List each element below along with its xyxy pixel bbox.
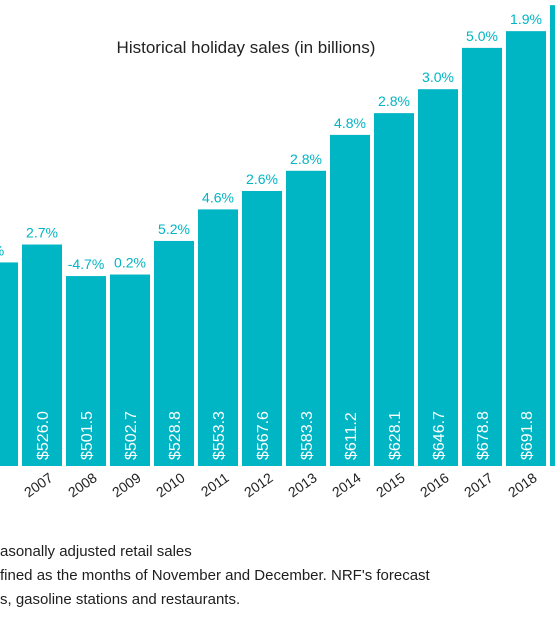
chart-title: Historical holiday sales (in billions) <box>116 38 376 57</box>
growth-label: 2.6% <box>246 171 278 187</box>
bar-value-label: $526.0 <box>35 411 52 460</box>
x-tick-label: 2015 <box>373 469 408 500</box>
growth-label: 4.6% <box>202 189 234 205</box>
x-tick-label: 2011 <box>198 469 232 499</box>
footnotes: asonally adjusted retail sales fined as … <box>0 540 555 612</box>
x-tick-labels: 2007 2008 2009 2010 2011 2012 2013 2014 2015 2016… <box>21 469 540 500</box>
footnote-line-1: asonally adjusted retail sales <box>0 543 192 560</box>
x-tick-label: 2014 <box>329 469 364 500</box>
growth-label: 0.2% <box>114 255 146 271</box>
growth-label: 1.9% <box>510 11 542 27</box>
bar-value-label: $678.8 <box>475 411 492 460</box>
x-tick-label: 2012 <box>241 469 276 500</box>
x-tick-label: 2018 <box>505 469 540 500</box>
bar-value-label: $567.6 <box>255 411 272 460</box>
bar-2010 <box>154 240 194 466</box>
bar-2013 <box>286 170 326 466</box>
bar-value-label: $528.8 <box>167 411 184 460</box>
x-tick-label: 2009 <box>109 469 144 500</box>
bar-2019 <box>550 5 555 466</box>
bar-value-label: $611.2 <box>343 412 360 460</box>
footnote-line-2: fined as the months of November and Dece… <box>0 567 430 584</box>
bar-2012 <box>242 190 282 467</box>
bar-value-label: $691.8 <box>519 411 536 460</box>
x-tick-label: 2017 <box>461 469 496 500</box>
bars <box>0 5 555 467</box>
x-tick-label: 2008 <box>65 469 100 500</box>
growth-label: 4.8% <box>334 115 366 131</box>
growth-label: 2.7% <box>26 225 58 241</box>
bar-2009 <box>110 274 150 466</box>
bar-value-labels: $526.0 $501.5 $502.7 $528.8 $553.3 $567.6 $583… <box>35 411 536 460</box>
growth-label: % <box>0 242 4 258</box>
bar-2011 <box>198 209 238 466</box>
growth-label: 2.8% <box>290 151 322 167</box>
bar-value-label: $553.3 <box>211 411 228 460</box>
bar-2014 <box>330 134 370 466</box>
bar-2006 <box>0 262 18 466</box>
x-tick-label: 2010 <box>153 469 188 500</box>
growth-label: 2.8% <box>378 93 410 109</box>
x-tick-label: 2013 <box>285 469 320 500</box>
bar-2015 <box>374 113 414 466</box>
chart-svg: $526.0 $501.5 $502.7 $528.8 $553.3 $567.6 $583… <box>0 5 555 500</box>
bar-2017 <box>462 47 502 466</box>
x-tick-label: 2016 <box>417 469 452 500</box>
bar-2018 <box>506 31 546 466</box>
bar-value-label: $583.3 <box>299 411 316 460</box>
bar-value-label: $502.7 <box>123 411 140 460</box>
bar-2016 <box>418 89 458 467</box>
growth-label: 3.0% <box>422 69 454 85</box>
growth-label: -4.7% <box>68 256 105 272</box>
bar-value-label: $628.1 <box>387 411 404 460</box>
bar-value-label: $646.7 <box>431 411 448 460</box>
x-tick-label: 2007 <box>21 469 56 500</box>
growth-label: 5.2% <box>158 221 190 237</box>
growth-labels: % 2.7% -4.7% 0.2% 5.2% 4.6% 2.6% 2.8% 4.8% 2.8% 3.… <box>0 11 542 272</box>
bar-2008 <box>66 276 106 466</box>
bar-2007 <box>22 244 62 466</box>
footnote-line-3: s, gasoline stations and restaurants. <box>0 591 241 608</box>
bar-value-label: $501.5 <box>79 411 96 460</box>
growth-label: 5.0% <box>466 28 498 44</box>
